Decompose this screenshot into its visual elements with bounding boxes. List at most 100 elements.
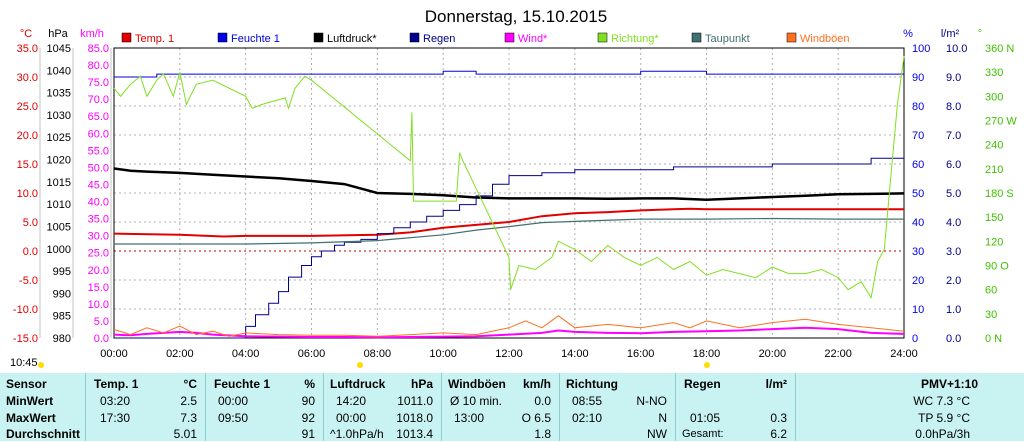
legend-label: Feuchte 1	[231, 33, 280, 45]
rain-unit-label: l/m²	[941, 28, 960, 40]
x-tick-label: 10:00	[429, 348, 457, 360]
richtung-header: Richtung	[566, 377, 618, 391]
luftdruck-header: Luftdruck	[330, 377, 386, 391]
feuchte-avg-value: 91	[301, 427, 315, 441]
grid	[113, 47, 905, 339]
humidity-tick-label: 60	[912, 159, 924, 171]
temp-tick-label: 25.0	[17, 101, 38, 113]
wind-tick-label: 55.0	[88, 145, 109, 157]
pressure-tick-label: 1030	[47, 110, 71, 122]
temp-min-value: 2.5	[180, 394, 197, 408]
regen-total-value: 6.2	[770, 427, 787, 441]
series-line-richtung-	[113, 56, 905, 300]
legend-label: Wind*	[518, 33, 548, 45]
windboeen-max-value: O 6.5	[521, 411, 551, 425]
unit-labels: °C hPa km/h % l/m² °	[20, 28, 982, 40]
feuchte-unit: %	[304, 377, 315, 391]
series-line-wind-	[113, 326, 905, 339]
richtung-min-time: 08:55	[572, 394, 603, 408]
regen-column: Regen l/m² 01:05 0.3 Gesamt: 6.2	[676, 373, 796, 441]
plot-frame	[113, 47, 905, 339]
feuchte-min-time: 00:00	[218, 394, 249, 408]
pmv-pressure-trend: 0.0hPa/3h	[915, 427, 970, 441]
sensor-header: Sensor	[6, 377, 47, 391]
direction-tick-label: 150	[985, 212, 1003, 224]
humidity-tick-label: 100	[912, 43, 930, 55]
pressure-tick-label: 1015	[47, 177, 71, 189]
series-line-feuchte-1	[114, 70, 904, 78]
wind-tick-label: 25.0	[88, 248, 109, 260]
temp-avg-value: 5.01	[173, 427, 197, 441]
luftdruck-min-time: 14:20	[336, 394, 367, 408]
pressure-unit-label: hPa	[48, 28, 68, 40]
legend-swatch	[786, 32, 797, 43]
pmv-windchill: WC 7.3 °C	[913, 394, 970, 408]
wind-tick-label: 30.0	[88, 231, 109, 243]
summary-table: Sensor MinWert MaxWert Durchschnitt Temp…	[0, 373, 1024, 441]
pressure-tick-label: 1000	[47, 244, 71, 256]
pressure-tick-label: 1010	[47, 199, 71, 211]
wind-tick-label: 80.0	[88, 60, 109, 72]
temp-tick-label: 10.0	[17, 188, 38, 200]
temp-unit: °C	[183, 377, 197, 391]
richtung-min-value: N-NO	[636, 394, 667, 408]
rain-tick-label: 9.0	[946, 72, 961, 84]
temp-tick-label: 0.0	[23, 246, 38, 258]
windboeen-unit: km/h	[522, 377, 551, 391]
chart-title: Donnerstag, 15.10.2015	[425, 7, 607, 26]
wind-tick-label: 10.0	[88, 299, 109, 311]
regen-total-label: Gesamt:	[682, 428, 724, 440]
legend: Temp. 1 Feuchte 1 Luftdruck* Regen Wind* Rich…	[121, 32, 850, 45]
feuchte-max-time: 09:50	[218, 411, 249, 425]
direction-tick-label: 60	[985, 285, 997, 297]
rain-tick-label: 0.0	[946, 333, 961, 345]
legend-label: Richtung*	[611, 33, 659, 45]
wind-tick-label: 60.0	[88, 128, 109, 140]
x-tick-label: 16:00	[627, 348, 655, 360]
direction-tick-label: 0 N	[985, 333, 1002, 345]
sunrise-marker	[357, 362, 363, 368]
wind-tick-label: 0.0	[94, 333, 109, 345]
temp-header: Temp. 1	[94, 377, 139, 391]
time-bar: 10:45	[0, 356, 1024, 373]
legend-label: Windböen	[800, 33, 850, 45]
temp-tick-label: -5.0	[19, 275, 38, 287]
luftdruck-max-time: 00:00	[336, 411, 367, 425]
wind-tick-label: 75.0	[88, 77, 109, 89]
row-label-max: MaxWert	[6, 411, 56, 425]
regen-max-value: 0.3	[770, 411, 787, 425]
wind-tick-label: 65.0	[88, 111, 109, 123]
direction-tick-label: 120	[985, 236, 1003, 248]
legend-swatch	[121, 32, 132, 43]
rain-tick-label: 8.0	[946, 101, 961, 113]
rain-tick-label: 1.0	[946, 304, 961, 316]
pressure-tick-label: 1045	[47, 43, 71, 55]
wind-tick-label: 15.0	[88, 282, 109, 294]
pressure-tick-label: 995	[53, 266, 71, 278]
rain-tick-label: 3.0	[946, 246, 961, 258]
sensor-column: Sensor MinWert MaxWert Durchschnitt	[0, 373, 86, 441]
x-tick-label: 14:00	[561, 348, 589, 360]
current-time-marker	[38, 362, 44, 368]
row-label-avg: Durchschnitt	[6, 427, 81, 441]
x-tick-label: 00:00	[100, 348, 128, 360]
series-line-taupunkt	[114, 217, 904, 245]
regen-unit: l/m²	[765, 377, 787, 391]
rain-tick-label: 2.0	[946, 275, 961, 287]
legend-label: Regen	[423, 33, 455, 45]
windboeen-max-time: 13:00	[454, 411, 485, 425]
regen-max-time: 01:05	[690, 411, 721, 425]
temp-tick-label: -10.0	[13, 304, 38, 316]
windboeen-min-value: 0.0	[534, 394, 551, 408]
humidity-tick-label: 0	[912, 333, 918, 345]
wind-tick-label: 35.0	[88, 214, 109, 226]
series-line-windb-en	[113, 315, 905, 337]
legend-label: Luftdruck*	[327, 33, 377, 45]
direction-tick-label: 210	[985, 164, 1003, 176]
wind-tick-label: 5.0	[94, 316, 109, 328]
windboeen-avg-value: 1.8	[534, 427, 551, 441]
direction-tick-label: 360 N	[985, 43, 1014, 55]
direction-tick-label: 240	[985, 140, 1003, 152]
windboeen-header: Windböen	[448, 377, 506, 391]
sunset-marker	[704, 362, 710, 368]
